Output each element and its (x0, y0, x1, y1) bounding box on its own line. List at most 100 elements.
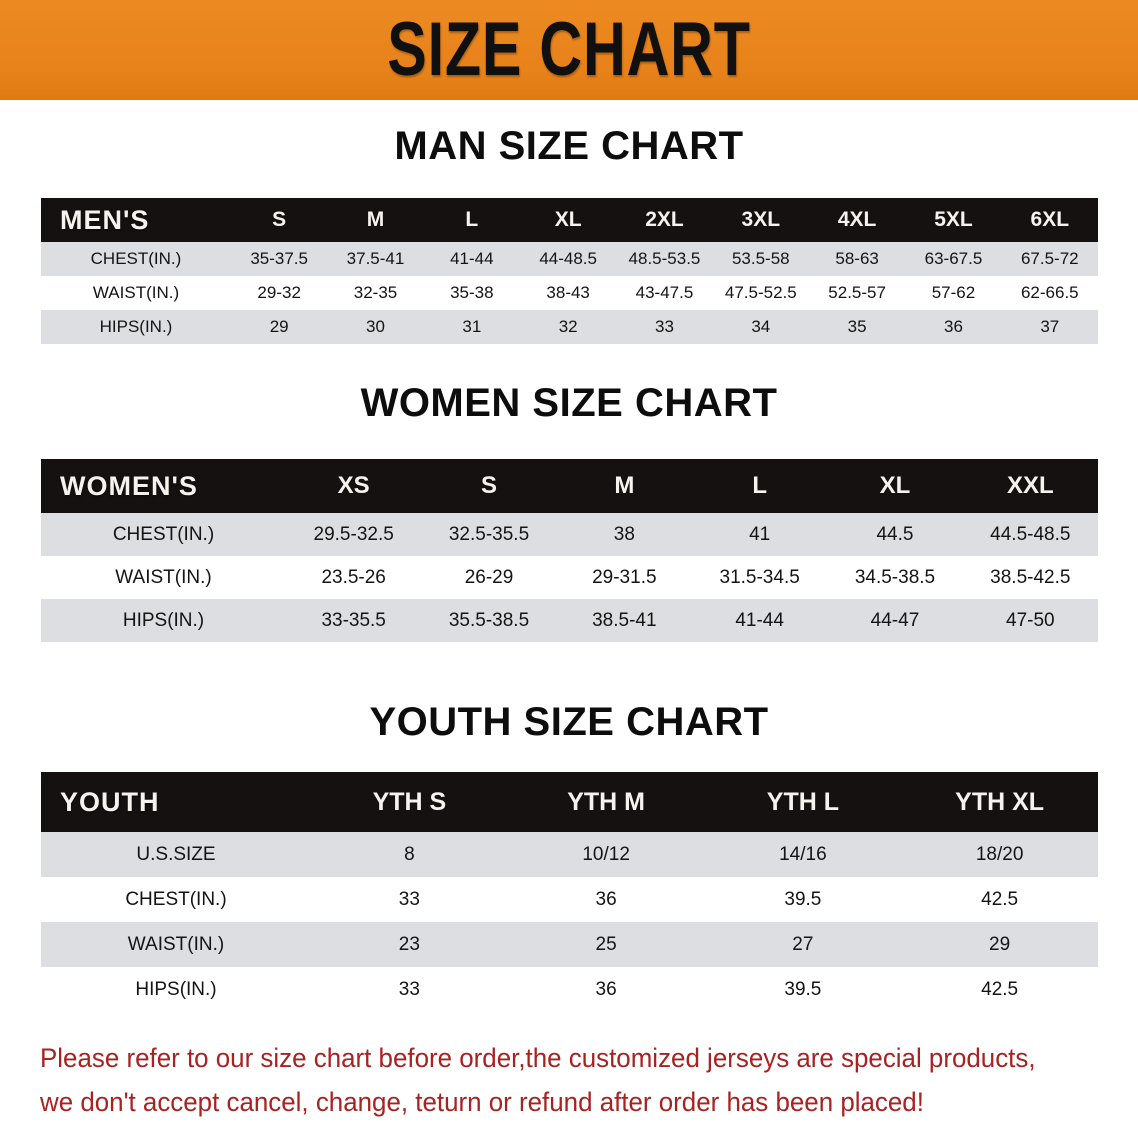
table-row: CHEST(IN.) 29.5-32.5 32.5-35.5 38 41 44.5 44.5… (41, 513, 1098, 556)
table-cell: 30 (327, 310, 424, 344)
table-row: HIPS(IN.) 33-35.5 35.5-38.5 38.5-41 41-44 44-… (41, 599, 1098, 642)
table-cell: 25 (507, 922, 705, 967)
women-section-title: WOMEN SIZE CHART (360, 381, 778, 425)
column-header-yth-xl: YTH XL (901, 772, 1098, 832)
row-label: U.S.SIZE (41, 832, 311, 877)
table-cell: 29-32 (231, 276, 328, 310)
table-cell: 58-63 (808, 242, 906, 276)
table-cell: 23.5-26 (286, 556, 422, 599)
table-cell: 44.5 (827, 513, 963, 556)
column-header-s: S (421, 459, 557, 513)
table-cell: 42.5 (901, 967, 1098, 1012)
table-header-row: YOUTH YTH S YTH M YTH L YTH XL (41, 772, 1098, 832)
table-cell: 29 (231, 310, 328, 344)
table-row: HIPS(IN.) 29 30 31 32 33 34 35 36 37 (41, 310, 1098, 344)
table-cell: 41 (691, 513, 828, 556)
column-header-xl: XL (827, 459, 963, 513)
table-corner-label: MEN'S (41, 198, 231, 242)
row-label: WAIST(IN.) (41, 276, 231, 310)
table-cell: 33 (311, 877, 508, 922)
table-cell: 35-37.5 (231, 242, 328, 276)
men-table-head: MEN'S S M L XL 2XL 3XL 4XL 5XL 6XL (41, 198, 1098, 242)
column-header-yth-s: YTH S (311, 772, 508, 832)
table-cell: 38-43 (519, 276, 617, 310)
table-cell: 37 (1001, 310, 1098, 344)
table-cell: 63-67.5 (905, 242, 1002, 276)
women-table-body: CHEST(IN.) 29.5-32.5 32.5-35.5 38 41 44.5 44.5… (41, 513, 1098, 642)
table-cell: 29-31.5 (556, 556, 692, 599)
table-cell: 10/12 (507, 832, 705, 877)
table-cell: 44-48.5 (519, 242, 617, 276)
table-cell: 29.5-32.5 (286, 513, 422, 556)
row-label: HIPS(IN.) (41, 310, 231, 344)
column-header-l: L (691, 459, 828, 513)
banner-title: SIZE CHART (387, 7, 751, 92)
table-cell: 31 (423, 310, 520, 344)
footer-line-1: Please refer to our size chart before or… (40, 1043, 1036, 1073)
table-cell: 47-50 (962, 599, 1098, 642)
column-header-l: L (423, 198, 520, 242)
header-banner: SIZE CHART (0, 0, 1138, 100)
table-cell: 32.5-35.5 (421, 513, 557, 556)
table-cell: 39.5 (704, 967, 902, 1012)
table-cell: 48.5-53.5 (616, 242, 713, 276)
women-table-head: WOMEN'S XS S M L XL XXL (41, 459, 1098, 513)
table-cell: 33 (311, 967, 508, 1012)
column-header-xxl: XXL (962, 459, 1098, 513)
column-header-m: M (556, 459, 692, 513)
column-header-3xl: 3XL (712, 198, 809, 242)
table-cell: 35.5-38.5 (421, 599, 557, 642)
table-cell: 34.5-38.5 (827, 556, 963, 599)
table-cell: 57-62 (905, 276, 1002, 310)
column-header-s: S (231, 198, 328, 242)
table-cell: 43-47.5 (616, 276, 713, 310)
table-cell: 36 (905, 310, 1002, 344)
table-cell: 67.5-72 (1001, 242, 1098, 276)
table-cell: 32-35 (327, 276, 424, 310)
row-label: CHEST(IN.) (41, 877, 311, 922)
footer-line-2: we don't accept cancel, change, teturn o… (40, 1087, 924, 1117)
table-cell: 41-44 (691, 599, 828, 642)
row-label: WAIST(IN.) (41, 922, 311, 967)
column-header-5xl: 5XL (905, 198, 1002, 242)
column-header-4xl: 4XL (808, 198, 906, 242)
table-row: U.S.SIZE 8 10/12 14/16 18/20 (41, 832, 1098, 877)
table-row: CHEST(IN.) 35-37.5 37.5-41 41-44 44-48.5 48.5… (41, 242, 1098, 276)
table-row: WAIST(IN.) 29-32 32-35 35-38 38-43 43-47.5 47.… (41, 276, 1098, 310)
table-cell: 53.5-58 (712, 242, 809, 276)
youth-table-body: U.S.SIZE 8 10/12 14/16 18/20 CHEST(IN.) 33 36 39… (41, 832, 1098, 1012)
column-header-xs: XS (286, 459, 422, 513)
table-cell: 47.5-52.5 (712, 276, 809, 310)
table-cell: 41-44 (423, 242, 520, 276)
table-corner-label: WOMEN'S (41, 459, 286, 513)
table-cell: 38.5-42.5 (962, 556, 1098, 599)
column-header-2xl: 2XL (616, 198, 713, 242)
table-cell: 14/16 (704, 832, 902, 877)
women-size-table: WOMEN'S XS S M L XL XXL CHEST(IN.) 29.5-32.5 32.… (41, 459, 1098, 642)
men-size-table: MEN'S S M L XL 2XL 3XL 4XL 5XL 6XL CHEST(IN.) 35-3… (41, 198, 1098, 344)
column-header-xl: XL (519, 198, 617, 242)
table-cell: 23 (311, 922, 508, 967)
table-cell: 37.5-41 (327, 242, 424, 276)
column-header-yth-l: YTH L (704, 772, 902, 832)
footer-disclaimer: Please refer to our size chart before or… (40, 1036, 1058, 1124)
table-cell: 39.5 (704, 877, 902, 922)
table-cell: 44.5-48.5 (962, 513, 1098, 556)
table-corner-label: YOUTH (41, 772, 311, 832)
column-header-6xl: 6XL (1001, 198, 1098, 242)
column-header-yth-m: YTH M (507, 772, 705, 832)
table-row: CHEST(IN.) 33 36 39.5 42.5 (41, 877, 1098, 922)
row-label: CHEST(IN.) (41, 513, 286, 556)
row-label: HIPS(IN.) (41, 599, 286, 642)
table-cell: 52.5-57 (808, 276, 906, 310)
table-cell: 36 (507, 967, 705, 1012)
table-row: HIPS(IN.) 33 36 39.5 42.5 (41, 967, 1098, 1012)
youth-section-title: YOUTH SIZE CHART (369, 700, 769, 744)
table-cell: 8 (311, 832, 508, 877)
table-cell: 62-66.5 (1001, 276, 1098, 310)
table-cell: 29 (901, 922, 1098, 967)
table-cell: 38.5-41 (556, 599, 692, 642)
table-cell: 32 (519, 310, 617, 344)
table-cell: 36 (507, 877, 705, 922)
